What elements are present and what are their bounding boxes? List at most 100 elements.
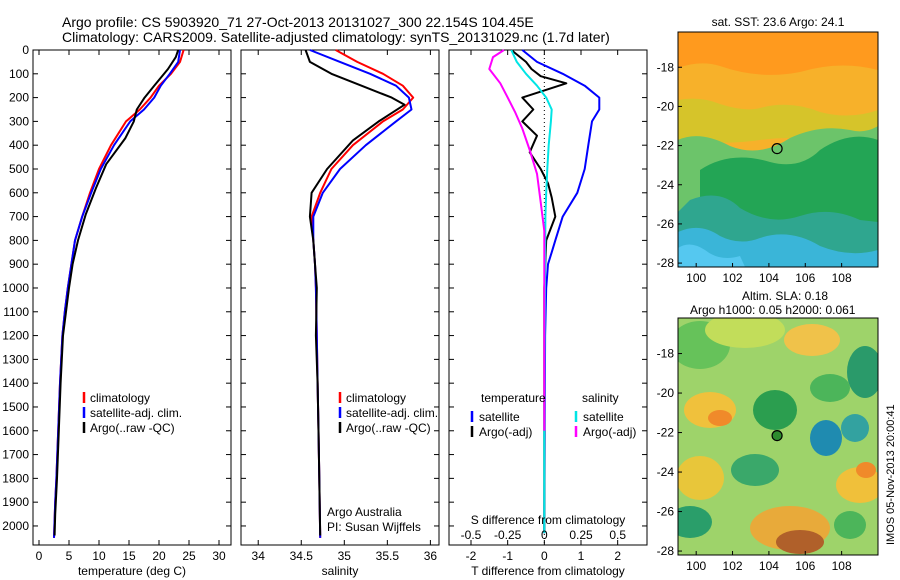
x-tick-label: 2 xyxy=(614,549,621,563)
y-tick-label: 900 xyxy=(9,257,29,271)
top-tick-label: -0.25 xyxy=(494,528,522,542)
temperature-panel: 0100200300400500600700800900100011001200… xyxy=(2,43,232,578)
y-tick-label: 2000 xyxy=(2,519,29,533)
difference-line-4 xyxy=(488,49,546,431)
sst-map-frame xyxy=(677,31,879,268)
y-tick-label: 1100 xyxy=(3,305,29,319)
salinity-annotation-2: PI: Susan Wijffels xyxy=(327,520,421,534)
map-x-tick-label: 102 xyxy=(723,271,743,285)
y-tick-label: 600 xyxy=(9,186,29,200)
map-y-tick-label: -26 xyxy=(657,505,675,519)
series-line-2 xyxy=(309,49,413,538)
legend-label: Argo(..raw -QC) xyxy=(346,421,431,435)
sla-map-panel: Altim. SLA: 0.18 Argo h1000: 0.05 h2000:… xyxy=(657,289,879,573)
legend-label: Argo(..raw -QC) xyxy=(90,421,175,435)
y-tick-label: 1300 xyxy=(2,352,29,366)
sla-map-title-2: Argo h1000: 0.05 h2000: 0.061 xyxy=(690,303,856,317)
map-x-tick-label: 108 xyxy=(832,559,852,573)
y-tick-label: 300 xyxy=(9,114,29,128)
x-tick-label: 34.5 xyxy=(290,549,314,563)
legend-label: satellite xyxy=(479,410,520,424)
salinity-annotation-1: Argo Australia xyxy=(327,505,402,519)
x-tick-label: 15 xyxy=(122,549,136,563)
y-tick-label: 0 xyxy=(22,43,29,57)
difference-xlabel: T difference from climatology xyxy=(471,564,625,578)
legend-header: temperature xyxy=(481,391,546,405)
temperature-xlabel: temperature (deg C) xyxy=(78,564,186,578)
map-y-tick-label: -28 xyxy=(657,256,675,270)
legend-label: satellite-adj. clim. xyxy=(346,406,438,420)
legend-label: Argo(-adj) xyxy=(479,425,532,439)
map-x-tick-label: 104 xyxy=(759,559,779,573)
difference-line-1 xyxy=(521,49,601,534)
x-tick-label: 5 xyxy=(66,549,73,563)
series-line-3 xyxy=(304,49,406,536)
sla-map-title-1: Altim. SLA: 0.18 xyxy=(742,289,828,303)
map-y-tick-label: -28 xyxy=(657,544,675,558)
map-x-tick-label: 102 xyxy=(723,559,743,573)
side-stamp: IMOS 05-Nov-2013 20:00:41 xyxy=(885,404,897,545)
x-tick-label: 0 xyxy=(541,549,548,563)
y-tick-label: 700 xyxy=(9,210,29,224)
map-x-tick-label: 100 xyxy=(686,271,706,285)
difference-axes-frame xyxy=(448,49,648,546)
argo-location-marker xyxy=(771,142,783,155)
map-y-tick-label: -18 xyxy=(657,60,675,74)
y-tick-label: 1700 xyxy=(2,448,29,462)
x-tick-label: 1 xyxy=(578,549,585,563)
header-line1: Argo profile: CS 5903920_71 27-Oct-2013 … xyxy=(62,14,534,30)
y-tick-label: 1200 xyxy=(2,329,29,343)
legend-label: Argo(-adj) xyxy=(583,425,636,439)
temperature-axes-frame xyxy=(32,49,232,546)
top-tick-label: 0.5 xyxy=(609,528,626,542)
legend-label: climatology xyxy=(346,391,406,405)
y-tick-label: 800 xyxy=(9,233,29,247)
legend-header: salinity xyxy=(582,391,619,405)
series-line-3 xyxy=(53,49,180,536)
y-tick-label: 1400 xyxy=(2,376,29,390)
y-tick-label: 1500 xyxy=(2,400,29,414)
header-line2: Climatology: CARS2009. Satellite-adjuste… xyxy=(62,29,610,45)
x-tick-label: 25 xyxy=(182,549,196,563)
x-tick-label: -2 xyxy=(466,549,477,563)
map-y-tick-label: -26 xyxy=(657,217,675,231)
y-tick-label: 1600 xyxy=(2,424,29,438)
y-tick-label: 1800 xyxy=(2,471,29,485)
x-tick-label: 35 xyxy=(338,549,352,563)
sst-map-panel: sat. SST: 23.6 Argo: 24.1 100 102 104 106 10… xyxy=(657,15,879,285)
y-tick-label: 400 xyxy=(9,138,29,152)
y-tick-label: 200 xyxy=(9,91,29,105)
salinity-axes-frame xyxy=(240,49,440,546)
legend-label: satellite-adj. clim. xyxy=(90,406,182,420)
map-x-tick-label: 106 xyxy=(795,271,815,285)
map-x-tick-label: 100 xyxy=(686,559,706,573)
map-y-tick-label: -22 xyxy=(657,426,675,440)
difference-top-xlabel: S difference from climatology xyxy=(471,513,626,527)
series-line-2 xyxy=(53,49,181,538)
x-tick-label: 20 xyxy=(152,549,166,563)
top-tick-label: 0.25 xyxy=(569,528,593,542)
difference-line-3 xyxy=(510,49,553,534)
y-tick-label: 100 xyxy=(9,67,29,81)
map-y-tick-label: -24 xyxy=(657,465,675,479)
map-y-tick-label: -18 xyxy=(657,347,675,361)
x-tick-label: 30 xyxy=(212,549,226,563)
x-tick-label: -1 xyxy=(502,549,513,563)
map-x-tick-label: 106 xyxy=(795,559,815,573)
x-tick-label: 35.5 xyxy=(376,549,400,563)
x-tick-label: 36 xyxy=(424,549,438,563)
sla-map-frame xyxy=(677,317,879,556)
salinity-xlabel: salinity xyxy=(322,564,359,578)
map-y-tick-label: -20 xyxy=(657,99,675,113)
x-tick-label: 10 xyxy=(92,549,106,563)
salinity-panel: 34 34.5 35 35.5 36 climatologysatellite-adj.… xyxy=(240,49,440,578)
y-tick-label: 1900 xyxy=(2,495,29,509)
argo-location-marker-sla xyxy=(771,429,783,442)
difference-panel: -2 -1 0 1 2 temperature salinitysatelliteArgo… xyxy=(448,49,648,578)
map-x-tick-label: 108 xyxy=(832,271,852,285)
x-tick-label: 0 xyxy=(36,549,43,563)
map-y-tick-label: -24 xyxy=(657,178,675,192)
top-tick-label: 0 xyxy=(541,528,548,542)
y-tick-label: 1000 xyxy=(2,281,29,295)
